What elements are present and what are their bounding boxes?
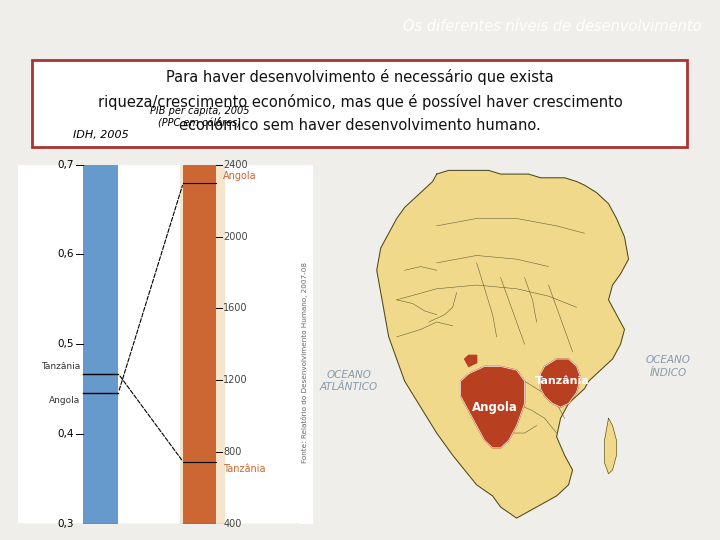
Text: PIB per capita, 2005
(PPC em cólares): PIB per capita, 2005 (PPC em cólares) — [150, 106, 249, 129]
Text: Angola: Angola — [49, 396, 80, 404]
Polygon shape — [461, 367, 525, 448]
Text: 0,3: 0,3 — [58, 519, 74, 529]
Text: 0,6: 0,6 — [58, 249, 74, 260]
Polygon shape — [377, 171, 629, 518]
Text: 0,7: 0,7 — [58, 160, 74, 170]
Text: IDH, 2005: IDH, 2005 — [73, 130, 129, 139]
Text: 1200: 1200 — [223, 375, 248, 385]
Text: 1600: 1600 — [223, 303, 248, 313]
Bar — [181, 165, 225, 524]
Text: 0,5: 0,5 — [58, 339, 74, 349]
Text: OCEANO
ATLÂNTICO: OCEANO ATLÂNTICO — [320, 370, 378, 393]
Text: OCEANO
ÍNDICO: OCEANO ÍNDICO — [646, 355, 691, 377]
FancyBboxPatch shape — [32, 60, 687, 147]
Polygon shape — [464, 355, 477, 367]
Text: Fonte: Relatório do Desenvolvimento Humano, 2007-08: Fonte: Relatório do Desenvolvimento Huma… — [301, 262, 308, 463]
Text: Para haver desenvolvimento é necessário que exista
riqueza/crescimento económico: Para haver desenvolvimento é necessário … — [98, 70, 622, 133]
Text: 400: 400 — [223, 519, 241, 529]
Bar — [83, 165, 118, 524]
Text: Os diferentes níveis de desenvolvimento: Os diferentes níveis de desenvolvimento — [403, 19, 702, 35]
Text: 0,4: 0,4 — [58, 429, 74, 439]
Text: Angola: Angola — [223, 171, 257, 181]
Text: 2400: 2400 — [223, 160, 248, 170]
Text: Tanzânia: Tanzânia — [41, 362, 80, 371]
Text: 2000: 2000 — [223, 232, 248, 241]
Text: Tanzânia: Tanzânia — [223, 464, 266, 474]
Text: 800: 800 — [223, 447, 241, 457]
Polygon shape — [605, 418, 616, 474]
Text: Angola: Angola — [472, 401, 518, 414]
Polygon shape — [541, 359, 580, 407]
Text: Tanzânia: Tanzânia — [535, 376, 590, 386]
Bar — [184, 165, 216, 524]
